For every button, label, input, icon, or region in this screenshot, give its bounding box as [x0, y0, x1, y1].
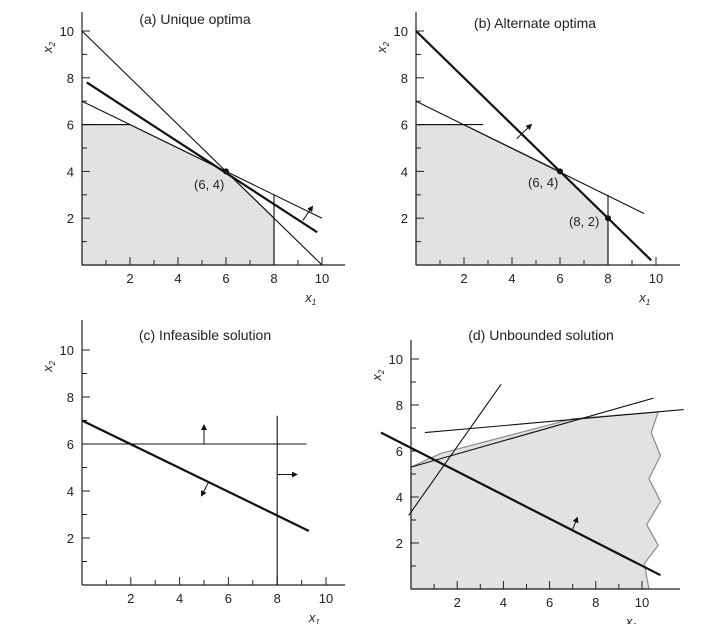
panel-title: (c) Infeasible solution — [139, 327, 271, 343]
y-tick-label: 8 — [401, 71, 408, 86]
x-axis-label: x1 — [625, 614, 637, 624]
y-tick-label: 6 — [401, 118, 408, 133]
y-tick-label: 2 — [67, 531, 74, 546]
panel-unbounded-solution: 2 4 6 8 10 2 4 6 8 10 (d) Unbounded solution x1 x2 — [369, 327, 684, 624]
x-tick-label: 10 — [315, 271, 329, 286]
y-tick-label: 6 — [67, 437, 74, 452]
direction-arrow — [201, 481, 210, 497]
x-tick-label: 4 — [508, 271, 515, 286]
y-tick-label: 6 — [67, 118, 74, 133]
y-tick-label: 4 — [401, 164, 408, 179]
x-tick-label: 8 — [592, 595, 599, 610]
y-tick-label: 2 — [401, 211, 408, 226]
constraint-line — [81, 30, 323, 266]
y-axis-label: x2 — [369, 369, 386, 382]
objective-function-line — [415, 30, 652, 262]
constraint-line — [408, 383, 502, 516]
optimal-point — [223, 168, 229, 175]
y-tick-label: 10 — [60, 24, 74, 39]
y-tick-label: 4 — [396, 490, 403, 505]
panel-title: (a) Unique optima — [139, 11, 250, 27]
optimal-point — [605, 215, 611, 222]
y-tick-label: 6 — [396, 444, 403, 459]
x-tick-label: 10 — [319, 591, 333, 606]
feasible-region — [410, 411, 662, 590]
x-tick-label: 6 — [222, 271, 229, 286]
x-tick-label: 6 — [225, 591, 232, 606]
optimal-point-label: (8, 2) — [569, 214, 599, 229]
x-tick-label: 10 — [635, 595, 649, 610]
constraint-line — [424, 409, 684, 434]
constraint-line — [415, 100, 645, 215]
x-tick-label: 8 — [270, 271, 277, 286]
constraint-line — [81, 100, 323, 219]
x-axis-label: x1 — [304, 290, 316, 307]
panel-title: (b) Alternate optima — [474, 15, 596, 31]
x-tick-label: 4 — [500, 595, 507, 610]
optimal-point-label: (6, 4) — [528, 175, 558, 190]
x-axis-label: x1 — [308, 610, 320, 624]
objective-function-line — [380, 431, 661, 577]
panel-infeasible-solution: 2 4 6 8 10 2 4 6 8 10 (c) Infeasible solution x1 x2 — [40, 320, 345, 624]
y-axis-label: x2 — [40, 360, 57, 373]
optimal-point-label: (6, 4) — [194, 177, 224, 192]
optimal-point — [557, 168, 563, 175]
feasible-region — [81, 123, 275, 266]
x-tick-label: 2 — [126, 271, 133, 286]
x-tick-label: 2 — [454, 595, 461, 610]
y-tick-label: 8 — [67, 71, 74, 86]
x-tick-label: 2 — [460, 271, 467, 286]
y-tick-label: 2 — [67, 211, 74, 226]
objective-function-line — [86, 81, 318, 234]
x-tick-label: 6 — [546, 595, 553, 610]
x-tick-label: 2 — [127, 591, 134, 606]
direction-arrow — [572, 516, 579, 530]
x-tick-label: 8 — [274, 591, 281, 606]
y-axis-label: x2 — [40, 41, 57, 54]
direction-arrow — [302, 205, 314, 221]
y-tick-label: 2 — [396, 536, 403, 551]
y-tick-label: 4 — [67, 484, 74, 499]
x-tick-label: 8 — [604, 271, 611, 286]
x-tick-label: 6 — [556, 271, 563, 286]
y-tick-label: 10 — [389, 352, 403, 367]
y-tick-label: 10 — [60, 343, 74, 358]
y-axis-label: x2 — [374, 41, 391, 54]
x-tick-label: 10 — [649, 271, 663, 286]
panel-alternate-optima: 2 4 6 8 10 2 4 6 8 10 (b) Alternate optima x1 x2 (6, … — [374, 12, 680, 307]
x-tick-label: 4 — [174, 271, 181, 286]
x-tick-label: 4 — [176, 591, 183, 606]
objective-function-line — [81, 419, 310, 532]
y-tick-label: 4 — [67, 164, 74, 179]
y-tick-label: 8 — [67, 390, 74, 405]
feasible-region — [415, 123, 609, 266]
x-axis-label: x1 — [638, 290, 650, 307]
panel-unique-optima: 2 4 6 8 10 2 4 6 8 10 (a) Unique optima x1 x2 (6, 4) — [40, 11, 345, 307]
direction-arrow — [516, 123, 533, 139]
panel-title: (d) Unbounded solution — [468, 327, 614, 343]
y-tick-label: 10 — [394, 24, 408, 39]
y-tick-label: 8 — [396, 398, 403, 413]
